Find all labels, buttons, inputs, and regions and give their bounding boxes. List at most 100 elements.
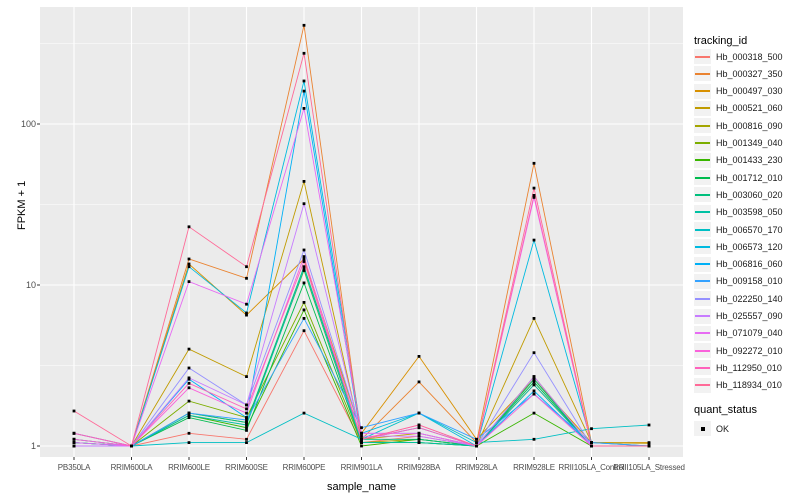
data-point	[187, 399, 191, 403]
data-point	[532, 411, 536, 415]
legend-item-Hb_000497_030[interactable]: Hb_000497_030	[694, 83, 783, 100]
legend-line-swatch-icon	[695, 384, 710, 387]
legend-item-Hb_022250_140[interactable]: Hb_022250_140	[694, 290, 783, 307]
major-gridlines	[40, 7, 683, 457]
legend-item-Hb_112950_010[interactable]: Hb_112950_010	[694, 359, 782, 376]
y-axis-title: FPKM + 1	[16, 180, 28, 230]
legend-item-Hb_001433_230[interactable]: Hb_001433_230	[694, 152, 783, 169]
data-point	[532, 194, 536, 197]
data-point	[245, 437, 248, 441]
legend-item-Hb_000318_500[interactable]: Hb_000318_500	[694, 48, 783, 65]
data-point	[187, 257, 191, 261]
legend-item-Hb_000521_060[interactable]: Hb_000521_060	[694, 100, 783, 117]
data-point	[245, 429, 248, 432]
series-points-Hb_118934_010	[72, 51, 651, 448]
x-tick-label-RRIM928BA: RRIM928BA	[397, 463, 441, 472]
legend-item-label: Hb_000318_500	[716, 51, 783, 62]
data-point	[302, 257, 306, 261]
data-point	[532, 375, 536, 378]
data-point	[72, 437, 76, 441]
legend-item-Hb_009158_010[interactable]: Hb_009158_010	[694, 273, 783, 290]
data-point	[302, 89, 306, 93]
legend-item-Hb_025557_090[interactable]: Hb_025557_090	[694, 308, 783, 325]
legend-key-box	[694, 152, 711, 168]
x-tick-label-RRIM928LE: RRIM928LE	[513, 463, 555, 472]
legend-item-Hb_001349_040[interactable]: Hb_001349_040	[694, 135, 783, 152]
legend-item-label: Hb_006816_060	[716, 259, 783, 270]
legend-item-label: Hb_006570_170	[716, 224, 783, 235]
legend-item-Hb_006570_170[interactable]: Hb_006570_170	[694, 221, 783, 238]
legend-key-box	[694, 343, 711, 359]
legend-line-swatch-icon	[695, 349, 710, 352]
data-point	[245, 416, 248, 419]
legend-item-label: Hb_022250_140	[716, 293, 783, 304]
series-points	[72, 23, 651, 448]
legend-item-Hb_000327_350[interactable]: Hb_000327_350	[694, 65, 783, 82]
data-point	[532, 317, 536, 320]
data-point	[532, 383, 536, 387]
legend-line-swatch-icon	[695, 228, 710, 231]
legend-item-Hb_118934_010[interactable]: Hb_118934_010	[694, 377, 782, 394]
data-point	[187, 262, 191, 266]
data-point	[72, 431, 76, 435]
data-point	[475, 437, 478, 441]
legend-line-swatch-icon	[695, 72, 710, 75]
data-point	[647, 423, 651, 427]
legend-key-box	[694, 377, 711, 393]
data-point	[245, 311, 248, 315]
data-point	[532, 161, 536, 165]
legend-line-swatch-icon	[695, 211, 710, 214]
legend-item-label: Hb_118934_010	[716, 380, 782, 391]
data-point	[532, 392, 536, 396]
x-tick-label-PB350LA: PB350LA	[57, 463, 91, 472]
data-point	[245, 265, 248, 269]
data-point	[302, 23, 306, 27]
legend-item-label: Hb_092272_010	[716, 345, 783, 356]
data-point	[72, 444, 76, 448]
legend-item-Hb_001712_010[interactable]: Hb_001712_010	[694, 169, 783, 186]
legend-item-Hb_000816_090[interactable]: Hb_000816_090	[694, 117, 783, 134]
legend-item-Hb_071079_040[interactable]: Hb_071079_040	[694, 325, 783, 342]
legend-item-label: Hb_006573_120	[716, 241, 783, 252]
data-point	[187, 376, 191, 380]
data-point	[360, 441, 363, 444]
legend-item-label: Hb_000497_030	[716, 86, 783, 97]
data-point	[187, 416, 191, 419]
legend-item-label: Hb_003060_020	[716, 189, 783, 200]
data-point	[417, 434, 421, 438]
legend-line-swatch-icon	[695, 193, 710, 196]
data-point	[302, 248, 306, 252]
data-point	[360, 434, 363, 438]
data-point	[647, 444, 651, 448]
legend-item-Hb_003060_020[interactable]: Hb_003060_020	[694, 186, 783, 203]
legend-item-Hb_092272_010[interactable]: Hb_092272_010	[694, 342, 783, 359]
y-tick-label: 10	[25, 279, 36, 290]
legend-item-label: Hb_112950_010	[716, 362, 782, 373]
x-tick-label-RRIM600LA: RRIM600LA	[110, 463, 153, 472]
data-point	[532, 351, 536, 355]
legend-item-label: Hb_071079_040	[716, 328, 783, 339]
data-point	[417, 431, 421, 435]
legend-key-box	[694, 187, 711, 203]
data-point	[532, 238, 536, 242]
data-point	[245, 441, 248, 444]
data-point	[245, 426, 248, 430]
legend-line-swatch-icon	[695, 297, 710, 300]
legend-item-Hb_006573_120[interactable]: Hb_006573_120	[694, 238, 783, 255]
legend-key-box	[694, 360, 711, 376]
legend-key-box	[694, 239, 711, 255]
legend-item-Hb_006816_060[interactable]: Hb_006816_060	[694, 256, 783, 273]
data-point	[245, 421, 248, 424]
data-point	[72, 441, 76, 444]
data-point	[590, 441, 593, 444]
legend-item-label: Hb_009158_010	[716, 276, 783, 287]
legend-line-swatch-icon	[695, 263, 710, 266]
x-tick-label-RRIM901LA: RRIM901LA	[340, 463, 383, 472]
data-point	[302, 51, 306, 55]
legend-item-quant-ok[interactable]: OK	[694, 420, 729, 437]
data-point	[302, 308, 306, 312]
legend-item-Hb_003598_050[interactable]: Hb_003598_050	[694, 204, 783, 221]
data-point	[302, 411, 306, 415]
